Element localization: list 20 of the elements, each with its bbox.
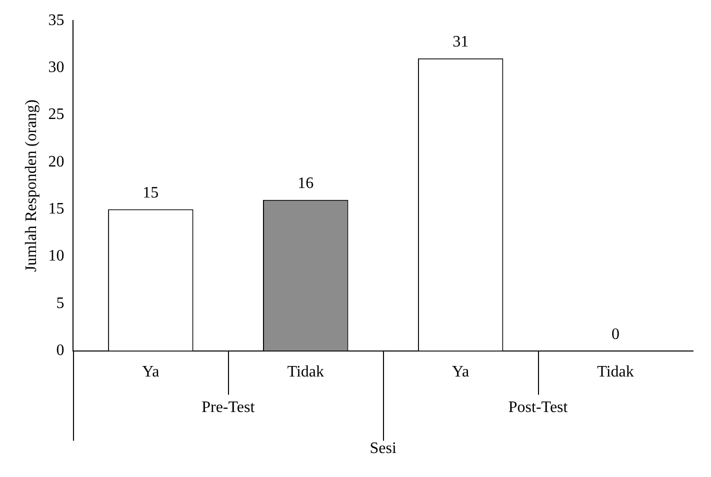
y-tick-label: 0 (56, 342, 64, 360)
x-tick-label: Ya (452, 364, 470, 381)
y-axis-title: Jumlah Responden (orang) (22, 99, 40, 272)
y-tick-label: 20 (48, 153, 64, 170)
y-tick-label: 25 (48, 106, 64, 124)
text: Pre-Test (202, 399, 256, 416)
y-tick-label: 5 (56, 294, 64, 312)
y-tick-label: 10 (48, 248, 64, 265)
data-label: 31 (452, 34, 469, 51)
x-tick-label: Tidak (597, 364, 634, 381)
y-tick-label: 35 (48, 12, 64, 29)
y-tick-label: 30 (48, 58, 64, 76)
x-tick-label: Ya (142, 364, 160, 381)
x-tick-label: Tidak (287, 364, 324, 381)
y-tick-label: 15 (48, 200, 64, 218)
data-label: 15 (142, 184, 159, 202)
data-label: 16 (298, 175, 314, 192)
data-label: 0 (612, 326, 620, 344)
text: Post-Test (508, 399, 568, 416)
x-axis-title: Sesi (370, 440, 397, 458)
